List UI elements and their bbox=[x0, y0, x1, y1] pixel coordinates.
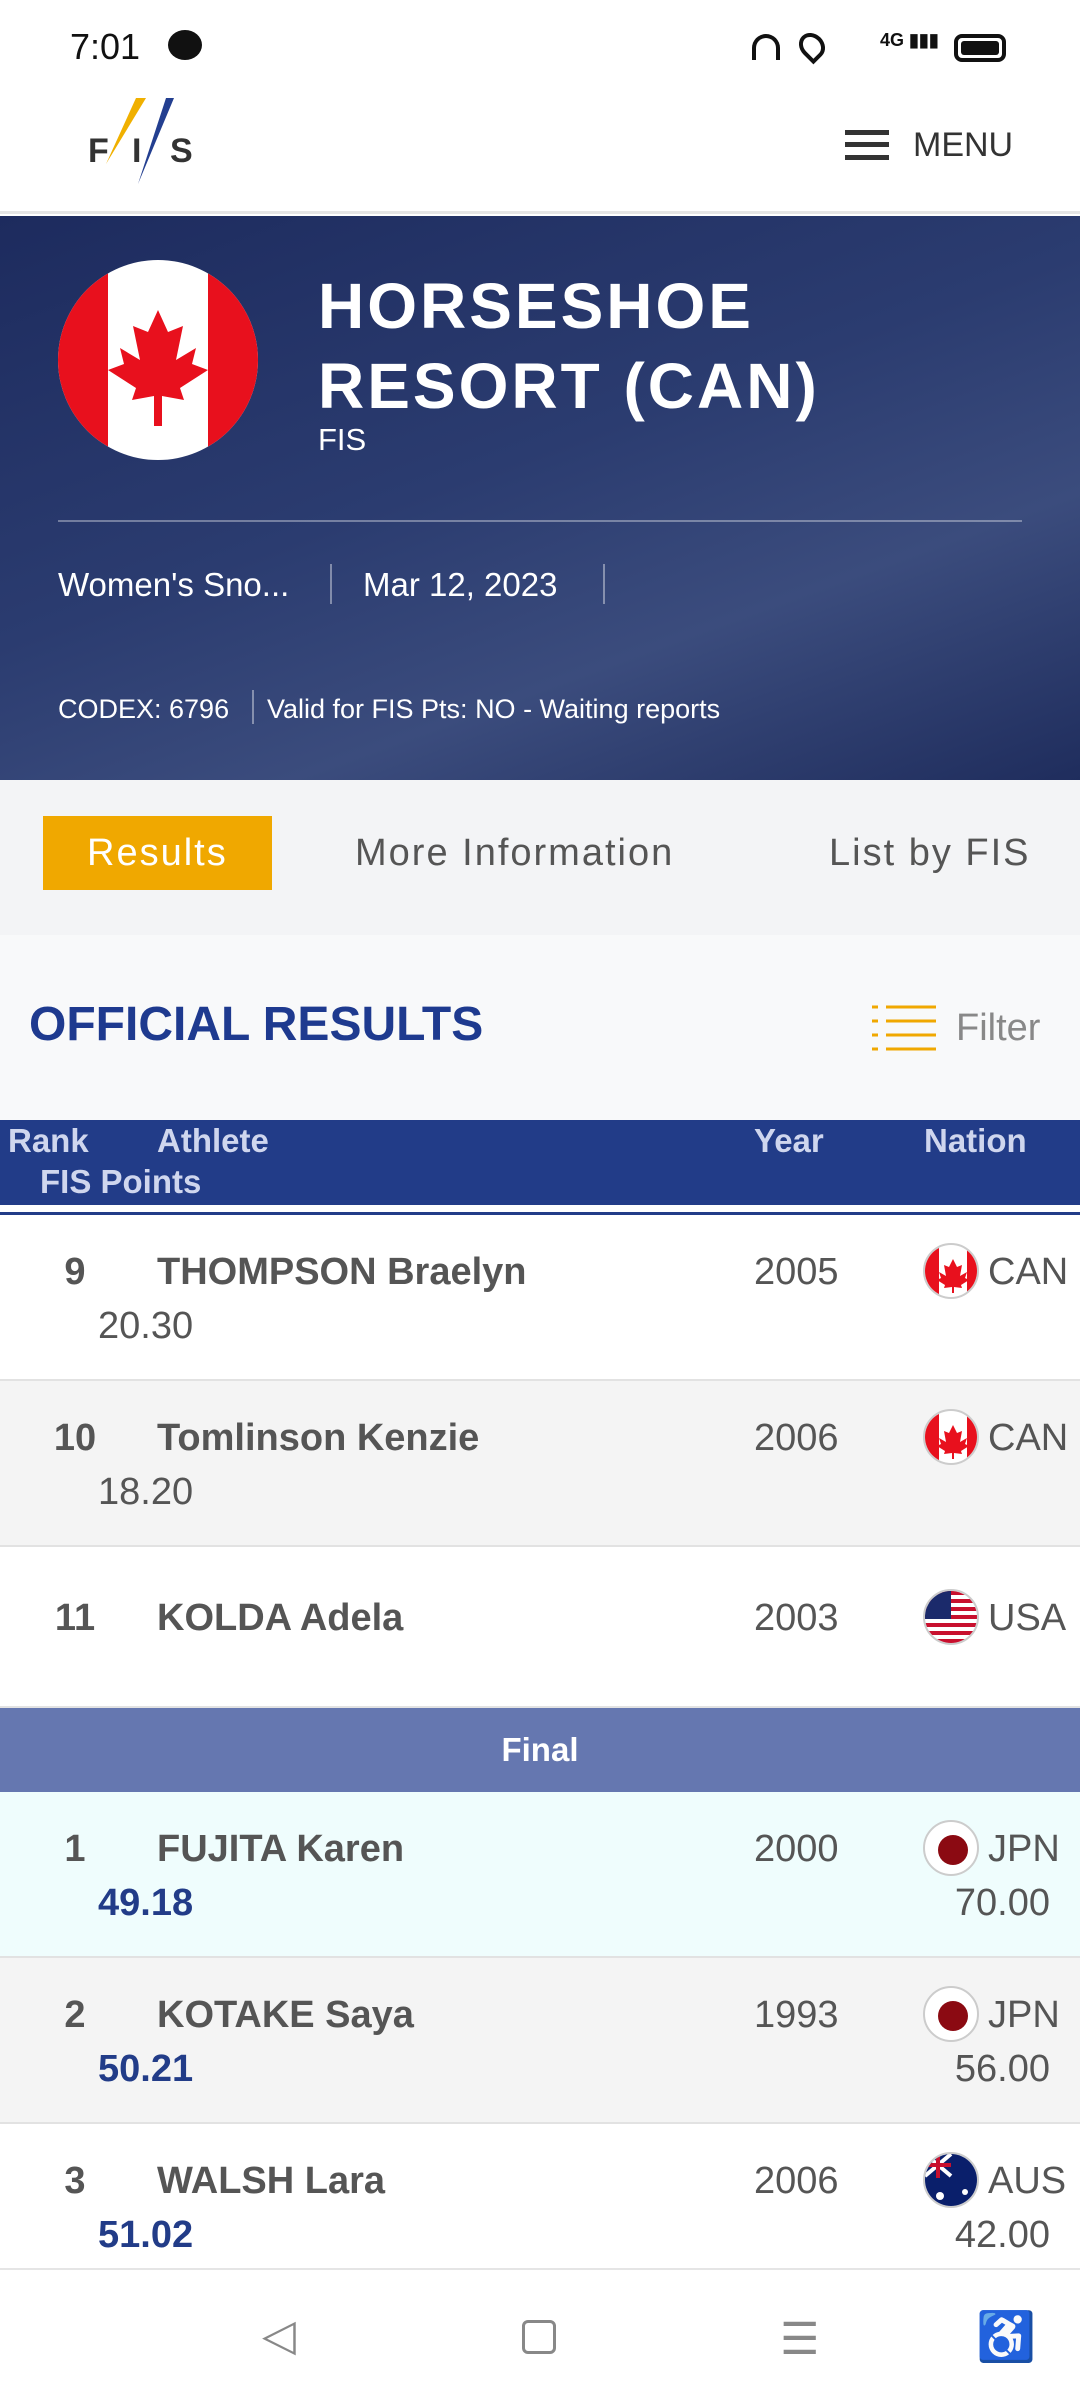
rank: 11 bbox=[54, 1597, 96, 1639]
canada-flag-icon bbox=[58, 260, 258, 460]
score: 42.00 bbox=[954, 2214, 1050, 2256]
rank: 9 bbox=[64, 1251, 86, 1293]
tab-results[interactable]: Results bbox=[43, 816, 272, 890]
tab-list-by-fis[interactable]: List by FIS bbox=[829, 832, 1031, 874]
svg-text:I: I bbox=[132, 132, 141, 170]
table-row[interactable]: 11 KOLDA Adela 2003 USA bbox=[0, 1547, 1080, 1708]
divider bbox=[603, 564, 605, 604]
nation: AUS bbox=[988, 2160, 1067, 2202]
accessibility-icon[interactable]: ♿ bbox=[976, 2311, 1036, 2364]
col-rank[interactable]: Rank bbox=[8, 1122, 89, 1159]
codex: CODEX: 6796 bbox=[58, 694, 230, 724]
fis-points: 51.02 bbox=[98, 2214, 194, 2256]
nation: JPN bbox=[988, 1994, 1060, 2036]
athlete-name[interactable]: WALSH Lara bbox=[157, 2160, 386, 2202]
can-flag-icon bbox=[923, 1409, 979, 1465]
athlete-name[interactable]: KOTAKE Saya bbox=[157, 1994, 414, 2036]
home-icon[interactable] bbox=[522, 2320, 556, 2354]
location-icon bbox=[793, 27, 831, 65]
fis-points: 20.30 bbox=[98, 1305, 194, 1347]
svg-text:F: F bbox=[88, 132, 109, 170]
birth-year: 2006 bbox=[754, 1417, 839, 1459]
table-header: Rank Athlete Year Nation FIS Points bbox=[0, 1120, 1080, 1218]
status-bar: 7:01 4G ▮▮▮ bbox=[0, 0, 1080, 90]
col-nation[interactable]: Nation bbox=[924, 1122, 1027, 1159]
svg-text:S: S bbox=[170, 132, 193, 170]
nation: CAN bbox=[988, 1417, 1069, 1459]
fis-points: 50.21 bbox=[98, 2048, 194, 2090]
discipline: Women's Sno... bbox=[58, 566, 290, 603]
event-date: Mar 12, 2023 bbox=[363, 566, 558, 603]
aus-flag-icon bbox=[923, 2152, 979, 2208]
col-athlete[interactable]: Athlete bbox=[157, 1122, 269, 1159]
list-filter-icon bbox=[872, 1005, 936, 1051]
birth-year: 2006 bbox=[754, 2160, 839, 2202]
nation: USA bbox=[988, 1597, 1067, 1639]
fis-points: 49.18 bbox=[98, 1882, 194, 1924]
title-line-1: HORSESHOE bbox=[318, 270, 754, 342]
col-year[interactable]: Year bbox=[754, 1122, 824, 1159]
birth-year: 1993 bbox=[754, 1994, 839, 2036]
title-line-2: RESORT (CAN) bbox=[318, 350, 820, 422]
athlete-name[interactable]: Tomlinson Kenzie bbox=[157, 1417, 480, 1459]
network-type: 4G bbox=[880, 30, 905, 50]
results-header: OFFICIAL RESULTS Filter bbox=[0, 935, 1080, 1120]
event-hero: HORSESHOE RESORT (CAN) FIS Women's Sno...… bbox=[0, 216, 1080, 780]
divider bbox=[58, 520, 1022, 522]
table-row[interactable]: 3 WALSH Lara 2006 AUS 51.02 42.00 bbox=[0, 2124, 1080, 2290]
event-title: HORSESHOE RESORT (CAN) bbox=[318, 266, 820, 426]
section-final: Final bbox=[0, 1708, 1080, 1792]
signal-icon: 4G ▮▮▮ bbox=[880, 30, 939, 50]
athlete-name[interactable]: FUJITA Karen bbox=[157, 1828, 405, 1870]
athlete-name[interactable]: KOLDA Adela bbox=[157, 1597, 404, 1639]
usa-flag-icon bbox=[923, 1589, 979, 1645]
athlete-name[interactable]: THOMPSON Braelyn bbox=[157, 1251, 527, 1293]
birth-year: 2000 bbox=[754, 1828, 839, 1870]
divider bbox=[252, 690, 254, 724]
table-row[interactable]: 10 Tomlinson Kenzie 2006 CAN 18.20 bbox=[0, 1381, 1080, 1547]
line-icon bbox=[168, 30, 202, 60]
divider bbox=[330, 564, 332, 604]
clock: 7:01 bbox=[70, 26, 141, 67]
can-flag-icon bbox=[923, 1243, 979, 1299]
event-category: FIS bbox=[318, 422, 367, 457]
birth-year: 2003 bbox=[754, 1597, 839, 1639]
score: 70.00 bbox=[954, 1882, 1050, 1924]
menu-label: MENU bbox=[913, 125, 1014, 164]
tab-more-information[interactable]: More Information bbox=[355, 832, 675, 874]
table-row[interactable]: 2 KOTAKE Saya 1993 JPN 50.21 56.00 bbox=[0, 1958, 1080, 2124]
fis-points-validity: Valid for FIS Pts: NO - Waiting reports bbox=[267, 694, 721, 724]
battery-icon bbox=[954, 34, 1006, 62]
nation: JPN bbox=[988, 1828, 1060, 1870]
filter-label: Filter bbox=[956, 1006, 1041, 1049]
hamburger-icon bbox=[845, 130, 889, 160]
filter-button[interactable]: Filter bbox=[872, 1003, 1040, 1053]
recents-icon[interactable]: ☰ bbox=[780, 2315, 820, 2364]
back-icon[interactable]: ◁ bbox=[262, 2311, 296, 2360]
rank: 3 bbox=[64, 2160, 86, 2202]
tab-bar: Results More Information List by FIS bbox=[0, 780, 1080, 935]
menu-button[interactable]: MENU bbox=[845, 110, 1013, 180]
rank: 1 bbox=[64, 1828, 86, 1870]
rank: 2 bbox=[64, 1994, 86, 2036]
headset-icon bbox=[752, 34, 780, 60]
score: 56.00 bbox=[954, 2048, 1050, 2090]
col-fis-points[interactable]: FIS Points bbox=[40, 1163, 202, 1200]
jpn-flag-icon bbox=[923, 1820, 979, 1876]
fis-points: 18.20 bbox=[98, 1471, 194, 1513]
nation: CAN bbox=[988, 1251, 1069, 1293]
system-nav-bar: ◁ ☰ ♿ bbox=[0, 2268, 1080, 2400]
jpn-flag-icon bbox=[923, 1986, 979, 2042]
table-row[interactable]: 9 THOMPSON Braelyn 2005 CAN 20.30 bbox=[0, 1215, 1080, 1381]
table-row[interactable]: 1 FUJITA Karen 2000 JPN 49.18 70.00 bbox=[0, 1792, 1080, 1958]
rank: 10 bbox=[53, 1417, 97, 1459]
page-title: OFFICIAL RESULTS bbox=[29, 998, 484, 1051]
birth-year: 2005 bbox=[754, 1251, 839, 1293]
